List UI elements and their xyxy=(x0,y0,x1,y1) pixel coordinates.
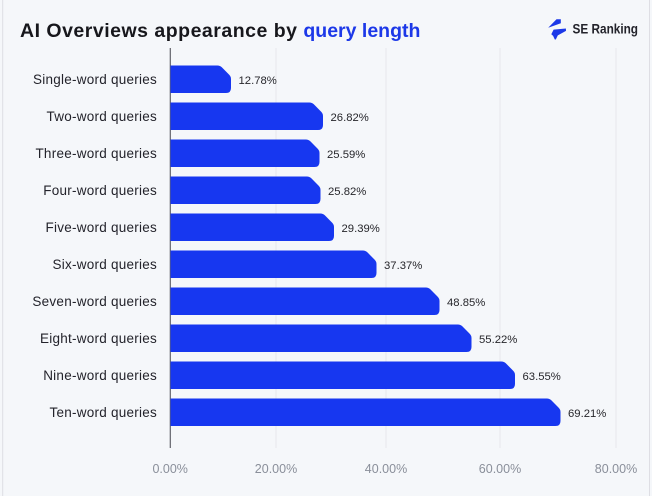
svg-text:12.78%: 12.78% xyxy=(239,75,277,87)
svg-text:26.82%: 26.82% xyxy=(331,112,369,124)
svg-text:20.00%: 20.00% xyxy=(255,462,297,476)
svg-text:69.21%: 69.21% xyxy=(568,408,606,420)
svg-text:Four-word queries: Four-word queries xyxy=(43,183,157,198)
svg-text:63.55%: 63.55% xyxy=(523,371,561,383)
svg-text:40.00%: 40.00% xyxy=(365,462,407,476)
svg-text:25.59%: 25.59% xyxy=(327,149,365,161)
svg-text:Three-word queries: Three-word queries xyxy=(35,146,157,161)
svg-text:Nine-word queries: Nine-word queries xyxy=(43,368,157,383)
svg-text:48.85%: 48.85% xyxy=(447,297,485,309)
svg-text:37.37%: 37.37% xyxy=(384,260,422,272)
svg-text:SE Ranking: SE Ranking xyxy=(573,21,639,37)
svg-text:Five-word queries: Five-word queries xyxy=(45,220,157,235)
svg-text:Eight-word queries: Eight-word queries xyxy=(40,331,157,346)
svg-text:Two-word queries: Two-word queries xyxy=(46,109,157,124)
svg-text:0.00%: 0.00% xyxy=(152,462,187,476)
svg-text:25.82%: 25.82% xyxy=(328,186,366,198)
svg-text:Single-word queries: Single-word queries xyxy=(33,72,157,87)
svg-text:Seven-word queries: Seven-word queries xyxy=(32,294,157,309)
svg-text:80.00%: 80.00% xyxy=(595,462,637,476)
svg-text:29.39%: 29.39% xyxy=(342,223,380,235)
svg-text:Six-word queries: Six-word queries xyxy=(52,257,157,272)
svg-text:60.00%: 60.00% xyxy=(479,462,521,476)
svg-text:AI Overviews appearance by que: AI Overviews appearance by query length xyxy=(20,20,420,42)
svg-text:55.22%: 55.22% xyxy=(479,334,517,346)
svg-text:Ten-word queries: Ten-word queries xyxy=(49,405,157,420)
